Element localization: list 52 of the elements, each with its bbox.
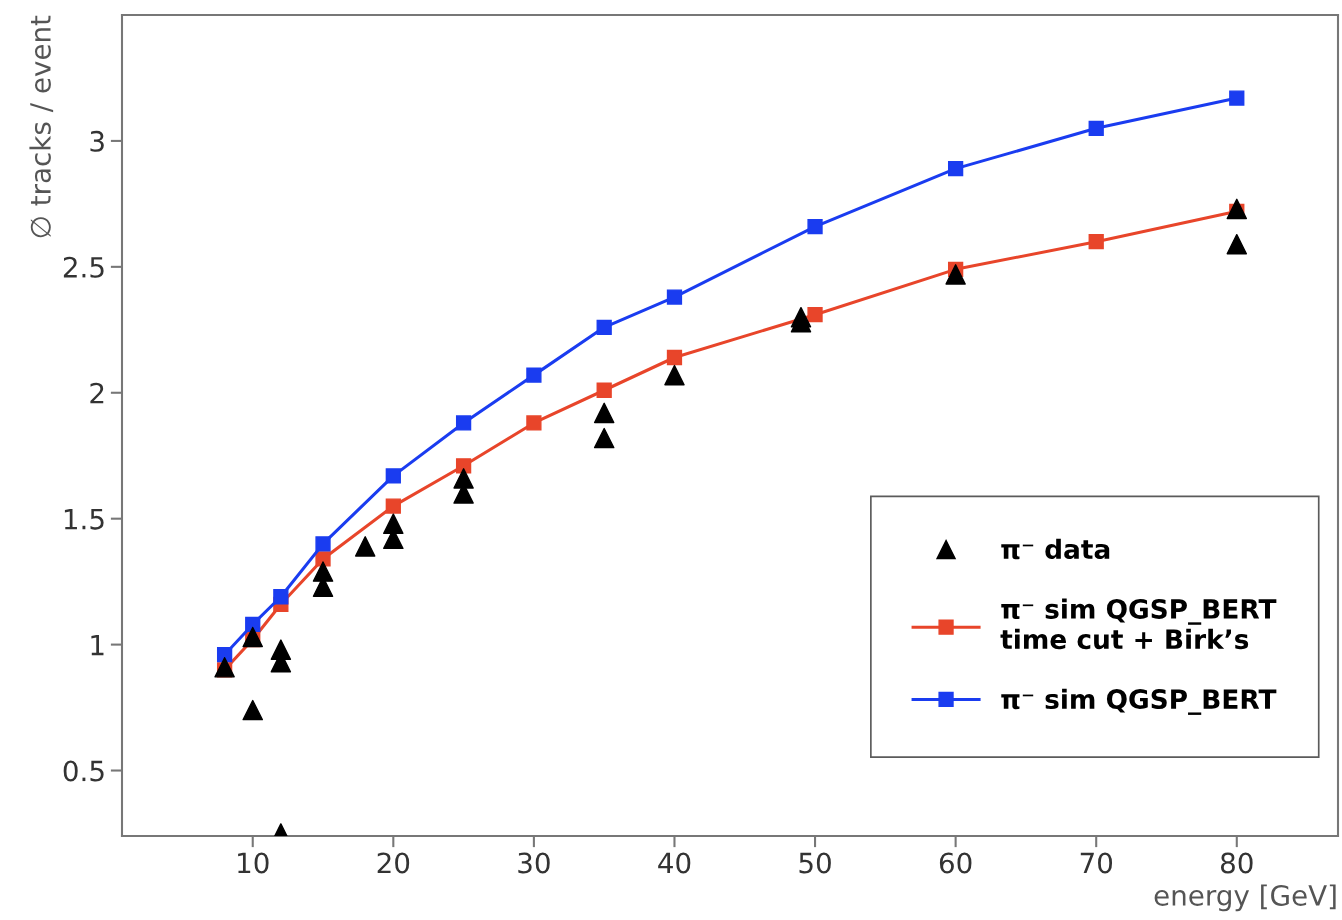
point [455, 415, 472, 431]
point [666, 349, 683, 366]
point [526, 415, 542, 431]
legend-label: π⁻ data [1001, 538, 1110, 560]
point [593, 402, 615, 424]
point [273, 589, 289, 605]
point [1226, 233, 1248, 255]
legend-label: π⁻ sim QGSP_BERT time cut + Birk’s [1000, 598, 1277, 650]
point [242, 699, 264, 721]
point [385, 498, 401, 514]
y-axis-title: ∅ tracks / event [29, 15, 54, 238]
x-tick-label: 20 [377, 852, 410, 874]
point [385, 468, 401, 484]
point [383, 513, 404, 534]
x-tick-label: 30 [518, 852, 550, 874]
x-tick-label: 70 [1080, 852, 1113, 874]
x-tick-label: 60 [939, 852, 972, 874]
point [807, 218, 823, 235]
point [790, 306, 812, 328]
y-tick-label: 2 [90, 382, 104, 404]
point [455, 458, 472, 474]
x-tick-label: 80 [1220, 852, 1253, 874]
y-tick-label: 2.5 [63, 256, 104, 278]
point [666, 289, 683, 305]
point [315, 536, 331, 552]
point [596, 382, 612, 398]
legend-label: π⁻ sim QGSP_BERT [1001, 688, 1277, 715]
x-tick-label: 10 [238, 852, 269, 874]
point [807, 307, 823, 323]
point [1088, 234, 1104, 250]
x-axis-title: energy [GeV] [1154, 884, 1336, 912]
y-tick-label: 1.5 [64, 508, 104, 530]
point [664, 364, 685, 386]
point [453, 468, 474, 489]
y-tick-label: 0.5 [63, 760, 104, 782]
point [216, 647, 233, 663]
point [945, 264, 966, 285]
point [526, 367, 542, 383]
x-tick-label: 50 [799, 852, 831, 874]
point [593, 427, 615, 449]
point [354, 536, 376, 557]
point [1226, 198, 1248, 220]
y-tick-label: 3 [90, 130, 104, 152]
x-tick-label: 40 [658, 852, 691, 874]
point [947, 160, 964, 177]
point [312, 561, 334, 582]
y-tick-label: 1 [91, 634, 104, 656]
point [1088, 120, 1104, 136]
point [1229, 90, 1245, 106]
point [214, 656, 235, 678]
point [596, 319, 612, 335]
point [242, 626, 264, 648]
